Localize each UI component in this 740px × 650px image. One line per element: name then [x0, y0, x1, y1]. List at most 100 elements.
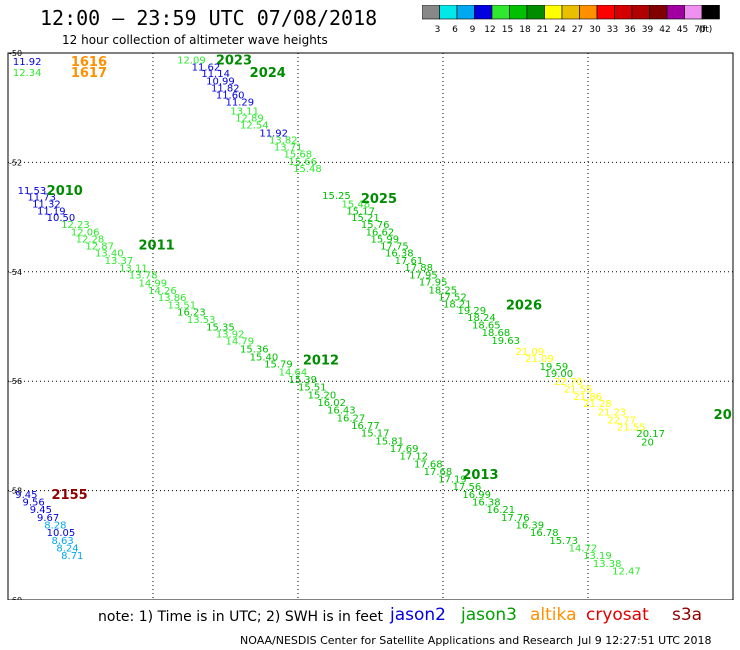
wave-height-value: 14.72	[569, 543, 598, 554]
wave-height-value: 17.56	[453, 482, 482, 493]
wave-height-value: 17.95	[409, 271, 438, 282]
wave-height-value: 21.09	[516, 347, 545, 358]
wave-height-value: 15.79	[264, 360, 293, 371]
wave-height-value: 12.23	[61, 220, 90, 231]
wave-height-value: 16.78	[530, 528, 559, 539]
wave-height-value: 18.25	[429, 285, 458, 296]
wave-height-value: 10.50	[47, 213, 76, 224]
wave-height-value: 16.02	[317, 398, 346, 409]
wave-height-value: 16.23	[177, 308, 206, 319]
chart-subtitle: 12 hour collection of altimeter wave hei…	[62, 33, 328, 47]
wave-height-value: 18.24	[467, 313, 496, 324]
wave-height-value: 20	[641, 437, 654, 448]
wave-height-value: 22.70	[554, 377, 583, 388]
wave-height-value: 8.28	[44, 521, 66, 532]
legend-tick-label: 15	[502, 25, 513, 35]
pass-time-label: 1616	[71, 55, 107, 70]
wave-height-value: 14.64	[279, 367, 308, 378]
wave-height-value: 13.40	[95, 249, 124, 260]
wave-height-value: 13.82	[269, 135, 298, 146]
wave-height-value: 17.52	[438, 292, 467, 303]
wave-height-value: 15.81	[375, 436, 404, 447]
wave-height-value: 15.76	[361, 220, 390, 231]
wave-height-value: 13.38	[593, 559, 622, 570]
y-tick-label: -50	[9, 49, 22, 58]
wave-height-value: 15.17	[346, 207, 375, 218]
legend-tick-label: 33	[607, 25, 618, 35]
wave-height-value: 15.39	[288, 375, 317, 386]
y-tick-label: -58	[9, 487, 22, 496]
wave-height-value: 12.28	[76, 234, 105, 245]
wave-height-value: 13.19	[583, 551, 612, 562]
wave-height-value: 11.53	[18, 186, 47, 197]
wave-height-value: 15.48	[293, 164, 322, 175]
wave-height-value: 15.21	[351, 213, 380, 224]
wave-height-color-legend: 3 6 9 12 15 18 21 24 27 30 33 36 39 42 45 70(ft)	[422, 5, 720, 35]
satellite-name-jason2: jason2	[390, 605, 446, 625]
wave-height-value: 19.29	[458, 306, 487, 317]
legend-tick-label: 70	[694, 25, 706, 35]
wave-height-value: 11.29	[226, 98, 255, 109]
wave-height-plot: 151821242730-50-52-54-56-58-601616161712…	[7, 49, 734, 600]
wave-height-value: 8.24	[56, 543, 78, 554]
wave-height-value: 18.21	[443, 300, 472, 311]
wave-height-value: 15.73	[549, 536, 578, 547]
y-tick-label: -60	[9, 596, 22, 600]
pass-time-label: 2025	[361, 192, 397, 207]
pass-time-label: 1617	[71, 66, 107, 81]
wave-height-value: 12.87	[85, 242, 114, 253]
wave-height-value: 21.23	[598, 407, 627, 418]
pass-time-label: 2013	[462, 468, 498, 483]
wave-height-value: 17.61	[395, 256, 424, 267]
wave-height-value: 14.99	[139, 279, 168, 290]
wave-height-value: 9.45	[15, 490, 37, 501]
y-tick-label: -56	[9, 377, 22, 386]
wave-height-value: 13.51	[168, 301, 197, 312]
wave-height-value: 17.68	[414, 459, 443, 470]
wave-height-value: 13.53	[187, 315, 216, 326]
wave-height-value: 14.79	[226, 337, 255, 348]
wave-height-value: 16.27	[337, 413, 366, 424]
wave-height-value: 16.99	[462, 490, 491, 501]
wave-height-value: 17.68	[424, 467, 453, 478]
wave-height-value: 17.19	[438, 475, 467, 486]
wave-height-value: 11.32	[32, 199, 61, 210]
wave-height-value: 11.14	[201, 69, 230, 80]
pass-time-label: 2011	[139, 238, 175, 253]
wave-height-value: 15.40	[250, 353, 279, 364]
y-tick-label: -52	[9, 158, 22, 167]
wave-height-value: 15.99	[371, 234, 400, 245]
plot-frame	[7, 52, 734, 600]
wave-height-value: 22.77	[607, 415, 636, 426]
wave-height-value: 12.54	[240, 121, 269, 132]
pass-time-label: 2024	[250, 66, 286, 81]
wave-height-value: 16.39	[516, 521, 545, 532]
wave-height-value: 13.86	[158, 293, 187, 304]
wave-height-value: 14.26	[148, 286, 177, 297]
wave-height-value: 13.11	[230, 106, 259, 117]
wave-height-value: 19.59	[540, 362, 569, 373]
wave-height-value: 13.78	[129, 271, 158, 282]
footer-note: note: 1) Time is in UTC; 2) SWH is in fe…	[98, 609, 384, 625]
wave-height-value: 18.65	[472, 320, 501, 331]
wave-height-value: 19.63	[491, 336, 520, 347]
wave-height-value: 15.51	[298, 383, 327, 394]
wave-height-value: 13.92	[216, 330, 245, 341]
legend-tick-label: 39	[642, 25, 654, 35]
wave-height-value: 12.89	[235, 114, 264, 125]
satellite-name-altika: altika	[530, 605, 577, 625]
wave-height-value: 15.17	[361, 429, 390, 440]
wave-height-value: 15.66	[288, 157, 317, 168]
wave-height-value: 12.06	[71, 227, 100, 238]
pass-time-label: 2155	[52, 488, 88, 503]
wave-height-value: 11.19	[37, 207, 66, 218]
wave-height-value: 12.34	[13, 68, 42, 79]
wave-height-value: 16.43	[327, 406, 356, 417]
y-tick-label: -54	[9, 268, 22, 277]
credit-line: NOAA/NESDIS Center for Satellite Applica…	[240, 634, 574, 647]
legend-tick-label: 27	[572, 25, 583, 35]
chart-title: 12:00 – 23:59 UTC 07/08/2018	[40, 6, 378, 30]
legend-tick-label: 9	[470, 25, 476, 35]
wave-height-value: 17.88	[404, 263, 433, 274]
